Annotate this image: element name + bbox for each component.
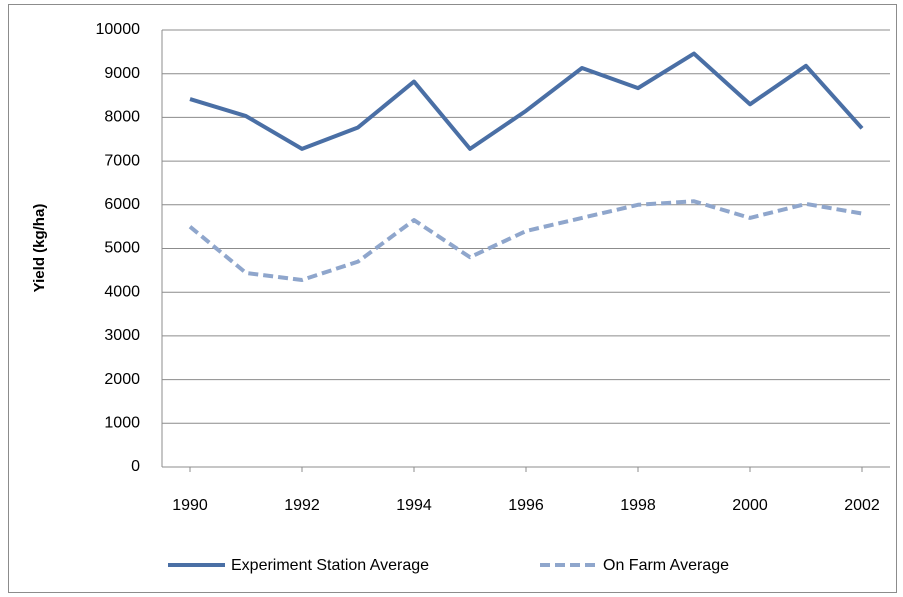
y-tick-label: 0 — [131, 458, 140, 475]
y-tick-label: 6000 — [104, 196, 140, 213]
x-tick-label: 2002 — [844, 497, 880, 514]
legend-label: On Farm Average — [603, 557, 729, 574]
x-tick-label: 1994 — [396, 497, 432, 514]
y-tick-label: 9000 — [104, 65, 140, 82]
y-tick-label: 10000 — [96, 21, 141, 38]
y-tick-label: 4000 — [104, 283, 140, 300]
y-tick-label: 1000 — [104, 415, 140, 432]
series-line — [188, 199, 863, 282]
x-tick-label: 1990 — [172, 497, 208, 514]
y-tick-label: 5000 — [104, 240, 140, 257]
x-tick-label: 1996 — [508, 497, 544, 514]
x-tick-label: 1992 — [284, 497, 320, 514]
x-tick-label: 2000 — [732, 497, 768, 514]
y-tick-label: 3000 — [104, 327, 140, 344]
y-tick-label: 2000 — [104, 371, 140, 388]
legend-label: Experiment Station Average — [231, 557, 429, 574]
y-tick-label: 8000 — [104, 109, 140, 126]
x-tick-label: 1998 — [620, 497, 656, 514]
y-tick-label: 7000 — [104, 152, 140, 169]
series-line — [189, 51, 864, 151]
y-axis-label: Yield (kg/ha) — [31, 204, 48, 293]
